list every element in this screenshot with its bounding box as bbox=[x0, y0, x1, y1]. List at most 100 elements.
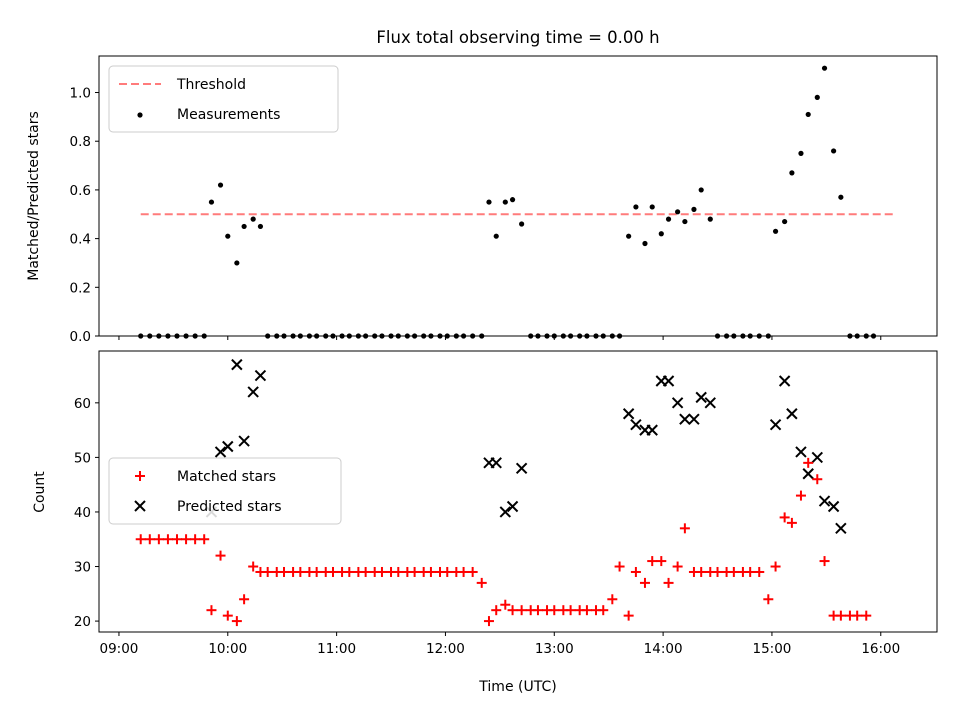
matched-star-point bbox=[516, 605, 527, 616]
measurement-point bbox=[798, 150, 804, 156]
x-tick-label: 09:00 bbox=[99, 641, 138, 657]
top-plot-frame bbox=[98, 55, 938, 337]
matched-star-point bbox=[803, 457, 814, 468]
predicted-star-point bbox=[630, 418, 642, 431]
matched-star-point bbox=[442, 566, 453, 577]
predicted-star-point bbox=[214, 446, 227, 458]
predicted-star-point bbox=[818, 495, 831, 507]
predicted-star-point bbox=[827, 500, 840, 513]
bottom-y-axis-label: Count bbox=[32, 471, 48, 513]
matched-star-point bbox=[861, 610, 872, 621]
measurement-point bbox=[682, 218, 688, 225]
measurement-point bbox=[250, 216, 256, 222]
measurement-point bbox=[772, 228, 779, 234]
matched-star-point bbox=[279, 566, 290, 577]
top-y-tick-label: 0.2 bbox=[70, 280, 91, 296]
bottom-y-tick-label: 40 bbox=[74, 505, 91, 521]
matched-star-point bbox=[483, 616, 494, 627]
matched-star-point bbox=[607, 594, 618, 605]
matched-star-point bbox=[467, 566, 478, 577]
measurement-point bbox=[208, 199, 215, 205]
matched-star-point bbox=[763, 594, 774, 605]
matched-star-point bbox=[656, 556, 667, 567]
matched-star-point bbox=[672, 561, 683, 572]
bottom-y-tick-label: 50 bbox=[74, 450, 91, 466]
x-tick-label: 12:00 bbox=[426, 641, 465, 657]
x-tick-label: 13:00 bbox=[535, 641, 574, 657]
bottom-y-tick-label: 20 bbox=[74, 614, 91, 630]
matched-star-point bbox=[712, 566, 723, 577]
measurement-point bbox=[241, 223, 247, 230]
predicted-star-point bbox=[811, 451, 823, 464]
predicted-star-point bbox=[671, 397, 684, 409]
matched-star-point bbox=[598, 605, 609, 616]
predicted-star-point bbox=[769, 418, 782, 431]
matched-star-point bbox=[770, 561, 781, 572]
predicted-star-point bbox=[802, 468, 814, 480]
measurement-point bbox=[633, 204, 639, 210]
measurement-point bbox=[691, 206, 697, 212]
matched-star-point bbox=[630, 566, 641, 577]
matched-star-point bbox=[262, 566, 273, 577]
matched-star-point bbox=[476, 577, 487, 588]
measurement-point bbox=[675, 209, 681, 215]
predicted-star-point bbox=[679, 413, 691, 425]
legend-threshold-label: Threshold bbox=[176, 77, 246, 93]
x-tick-label: 16:00 bbox=[861, 641, 900, 657]
top-y-tick-label: 0.8 bbox=[70, 134, 91, 150]
measurement-point bbox=[217, 182, 224, 188]
matched-star-point bbox=[679, 523, 690, 534]
matched-star-point bbox=[171, 534, 182, 545]
matched-star-point bbox=[795, 490, 806, 501]
matched-star-point bbox=[376, 566, 387, 577]
measurement-point bbox=[234, 260, 240, 266]
measurement-point bbox=[805, 111, 811, 118]
predicted-star-point bbox=[704, 397, 716, 409]
top-y-tick-label: 0.6 bbox=[70, 183, 91, 199]
matched-star-point bbox=[639, 577, 650, 588]
predicted-star-point bbox=[254, 369, 267, 382]
bottom-plot-frame bbox=[98, 350, 938, 633]
predicted-star-point bbox=[490, 457, 502, 469]
matched-star-point bbox=[786, 517, 797, 528]
matched-star-point bbox=[344, 566, 355, 577]
top-y-tick-label: 0.0 bbox=[70, 329, 91, 345]
bottom-legend: Matched stars Predicted stars bbox=[108, 457, 342, 525]
measurement-point bbox=[649, 204, 655, 210]
predicted-star-point bbox=[515, 462, 528, 475]
matched-star-point bbox=[458, 566, 469, 577]
measurement-point bbox=[838, 194, 844, 200]
measurement-point bbox=[782, 218, 788, 225]
matched-star-point bbox=[852, 610, 863, 621]
top-legend: Threshold Measurements bbox=[108, 65, 339, 133]
predicted-star-point bbox=[231, 358, 243, 371]
matched-star-point bbox=[647, 556, 658, 567]
measurement-point bbox=[509, 197, 516, 203]
matched-star-point bbox=[663, 577, 674, 588]
matched-star-point bbox=[199, 534, 210, 545]
predicted-star-point bbox=[662, 375, 675, 387]
legend-matched-marker bbox=[135, 471, 145, 481]
measurement-point bbox=[814, 94, 820, 100]
measurement-point bbox=[486, 199, 492, 205]
matched-star-point bbox=[311, 566, 322, 577]
matched-star-point bbox=[327, 566, 338, 577]
matched-star-point bbox=[581, 605, 592, 616]
matched-star-point bbox=[565, 605, 576, 616]
matched-star-point bbox=[835, 610, 846, 621]
measurement-point bbox=[642, 240, 648, 247]
matched-star-point bbox=[206, 605, 217, 616]
measurement-point bbox=[519, 221, 525, 227]
x-tick-label: 14:00 bbox=[644, 641, 683, 657]
matched-star-point bbox=[728, 566, 739, 577]
legend-matched-swatch bbox=[135, 471, 145, 481]
matched-star-point bbox=[507, 605, 518, 616]
matched-star-point bbox=[231, 616, 242, 627]
measurement-point bbox=[665, 216, 672, 222]
matched-star-point bbox=[248, 561, 259, 572]
matched-star-point bbox=[491, 605, 502, 616]
predicted-star-point bbox=[247, 386, 259, 398]
legend-predicted-marker bbox=[134, 500, 146, 512]
measurement-point bbox=[831, 148, 837, 154]
legend-measurements-label: Measurements bbox=[177, 107, 280, 123]
